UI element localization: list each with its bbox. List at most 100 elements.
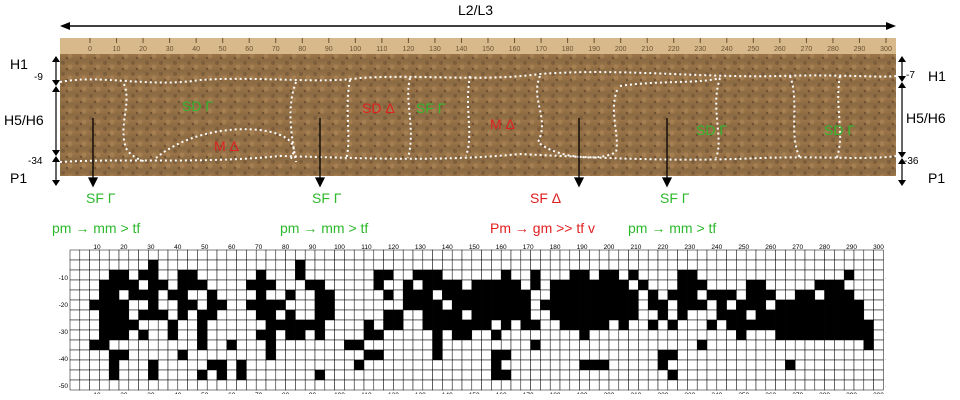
grid-cell — [677, 329, 688, 341]
grid-cell — [736, 309, 747, 321]
grid-cell — [108, 259, 120, 271]
grid-cell — [491, 359, 502, 371]
grid-y-tick-label: -10 — [59, 275, 69, 282]
zone-label: M Δ — [214, 138, 239, 154]
grid-cell — [344, 369, 355, 381]
grid-cell — [598, 329, 610, 341]
grid-cell — [736, 249, 747, 261]
grid-cell — [216, 249, 228, 261]
grid-cell — [794, 369, 806, 381]
grid-cell — [206, 249, 218, 261]
grid-x-tick-label: 230 — [684, 244, 695, 251]
grid-cell — [549, 309, 561, 321]
grid-cell — [373, 249, 384, 261]
grid-cell — [216, 299, 228, 311]
grid-cell — [834, 279, 845, 291]
grid-cell — [69, 319, 81, 331]
grid-cell — [598, 379, 610, 391]
grid-cell — [461, 249, 473, 261]
grid-cell — [451, 359, 463, 371]
grid-x-tick-label: 40 — [174, 244, 182, 251]
grid-cell — [667, 269, 678, 281]
grid-cell — [334, 289, 345, 301]
ruler-tick-label: 70 — [272, 46, 280, 53]
grid-cell — [442, 309, 453, 321]
grid-cell — [775, 309, 786, 321]
grid-cell — [304, 279, 316, 291]
grid-cell — [589, 369, 600, 381]
grid-cell — [246, 249, 257, 261]
grid-cell — [540, 349, 551, 361]
grid-cell — [89, 379, 100, 391]
grid-x-tick-label: 280 — [819, 392, 830, 394]
grid-cell — [510, 279, 522, 291]
grid-cell — [363, 329, 375, 341]
grid-cell — [804, 379, 816, 391]
grid-cell — [187, 259, 198, 271]
grid-cell — [79, 299, 90, 311]
ruler-tick-label: 120 — [403, 46, 415, 53]
grid-cell — [843, 299, 855, 311]
grid-cell — [540, 269, 551, 281]
grid-cell — [657, 309, 669, 321]
grid-cell — [108, 379, 120, 391]
grid-cell — [206, 339, 218, 351]
grid-cell — [765, 379, 776, 391]
grid-cell — [775, 249, 786, 261]
grid-cell — [716, 259, 727, 271]
grid-cell — [246, 369, 257, 381]
grid-cell — [598, 289, 610, 301]
grid-cell — [726, 319, 737, 331]
ruler-tick-label: 160 — [509, 46, 521, 53]
grid-cell — [785, 279, 796, 291]
grid-cell — [108, 289, 120, 301]
grid-cell — [363, 299, 375, 311]
grid-cell — [246, 289, 257, 301]
grid-cell — [285, 309, 296, 321]
grid-cell — [108, 369, 120, 381]
grid-cell — [177, 309, 188, 321]
grid-cell — [667, 319, 678, 331]
grid-cell — [481, 329, 492, 341]
grid-cell — [843, 269, 855, 281]
grid-cell — [197, 319, 208, 331]
grid-cell — [745, 329, 757, 341]
grid-cell — [834, 349, 845, 361]
grid-cell — [422, 319, 433, 331]
grid-cell — [520, 349, 531, 361]
grid-cell — [530, 299, 541, 311]
grid-x-tick-label: 110 — [361, 392, 372, 394]
ruler-tick-label: 130 — [429, 46, 441, 53]
grid-cell — [157, 289, 169, 301]
grid-cell — [608, 259, 620, 271]
grid-cell — [128, 249, 139, 261]
grid-cell — [726, 309, 737, 321]
grid-cell — [167, 279, 179, 291]
grid-cell — [393, 369, 404, 381]
grid-cell — [99, 369, 110, 381]
grid-cell — [520, 269, 531, 281]
grid-cell — [510, 379, 522, 391]
grid-cell — [304, 289, 316, 301]
grid-x-tick-label: 110 — [361, 244, 372, 251]
grid-cell — [736, 289, 747, 301]
grid-cell — [520, 339, 531, 351]
grid-cell — [118, 309, 130, 321]
grid-cell — [559, 309, 571, 321]
grid-cell — [706, 369, 718, 381]
grid-cell — [647, 249, 659, 261]
sample-formula: Pm → gm >> tf v — [490, 220, 596, 236]
soil-texture: 0 10 20 30 40 50 60 70 80 90 100 110 120 130 140 150 160… — [60, 38, 896, 176]
grid-cell — [304, 299, 316, 311]
grid-cell — [304, 329, 316, 341]
grid-cell — [451, 349, 463, 361]
grid-cell — [363, 269, 375, 281]
grid-cell — [687, 339, 698, 351]
grid-cell — [138, 369, 149, 381]
grid-cell — [677, 279, 688, 291]
grid-cell — [657, 329, 669, 341]
grid-cell — [363, 289, 375, 301]
grid-cell — [853, 379, 865, 391]
grid-cell — [589, 299, 600, 311]
grid-cell — [275, 289, 286, 301]
